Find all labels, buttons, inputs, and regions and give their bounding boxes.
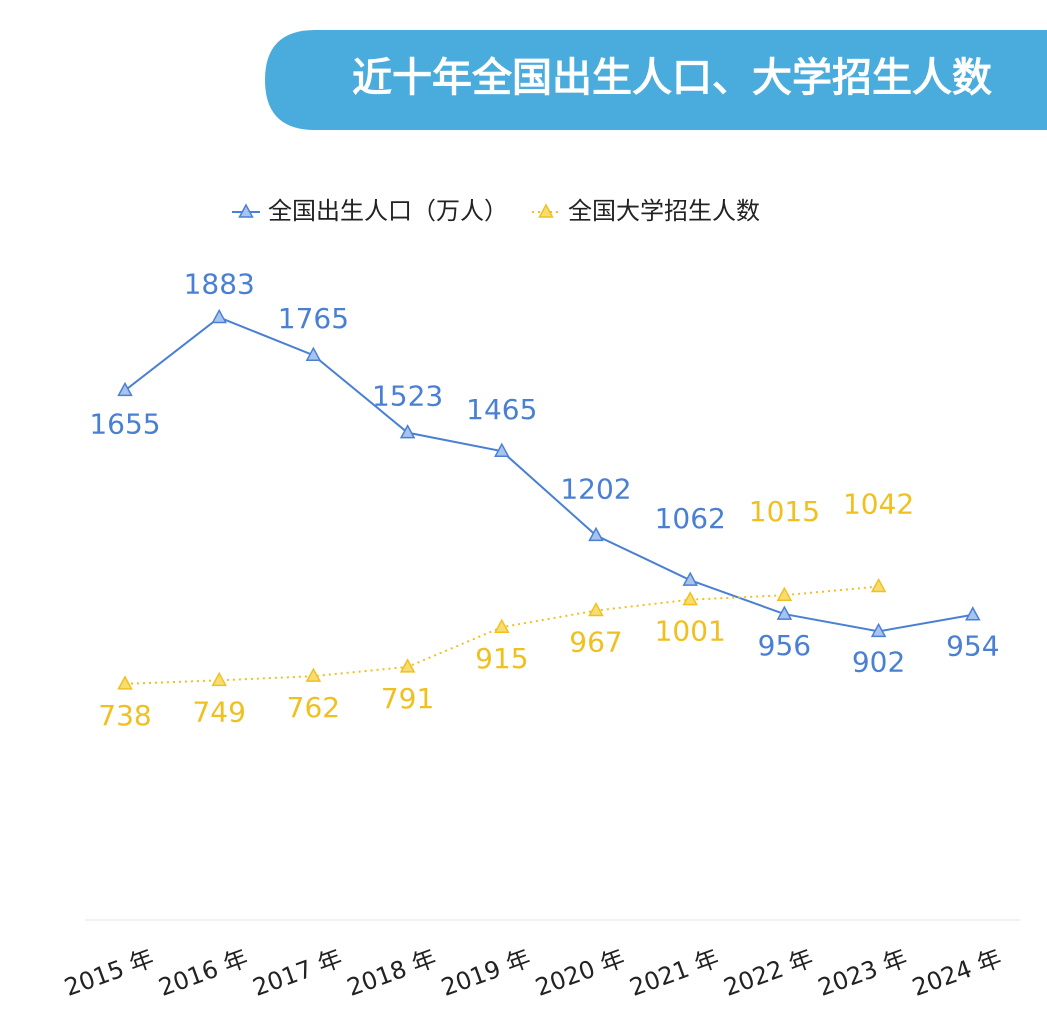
legend-label: 全国出生人口（万人） (268, 197, 508, 225)
data-point (117, 381, 133, 397)
data-label: 1655 (89, 407, 160, 440)
x-tick-label: 2016 年 (155, 944, 252, 1002)
data-label: 902 (852, 645, 905, 678)
data-label: 1015 (749, 495, 820, 528)
data-label: 738 (98, 699, 151, 732)
data-point (682, 591, 698, 606)
data-point (588, 526, 604, 542)
data-point (305, 667, 322, 682)
data-point (870, 577, 887, 593)
data-label: 1001 (655, 615, 726, 648)
data-point (776, 605, 793, 620)
data-point (494, 618, 510, 633)
x-tick-label: 2023 年 (814, 944, 911, 1002)
data-label: 1883 (184, 267, 255, 300)
data-point (117, 675, 133, 690)
data-label: 1465 (466, 393, 537, 426)
data-point (494, 442, 510, 457)
data-point (211, 671, 227, 687)
series-line (124, 316, 973, 633)
chart-title: 近十年全国出生人口、大学招生人数 (352, 55, 992, 101)
x-tick-label: 2020 年 (532, 944, 629, 1002)
data-label: 956 (758, 629, 811, 662)
data-label: 1523 (372, 380, 443, 413)
data-label: 791 (381, 682, 434, 715)
x-tick-label: 2017 年 (249, 944, 346, 1002)
data-label: 749 (192, 695, 245, 728)
data-label: 1765 (278, 302, 349, 335)
x-tick-label: 2021 年 (626, 944, 723, 1002)
data-point (682, 571, 698, 586)
title-banner (265, 30, 1047, 130)
data-label: 1202 (560, 472, 631, 505)
legend-marker (538, 203, 554, 218)
x-tick-label: 2024 年 (909, 944, 1006, 1002)
legend-label: 全国大学招生人数 (568, 197, 760, 225)
x-tick-label: 2019 年 (438, 944, 535, 1002)
data-point (965, 606, 981, 621)
x-tick-label: 2018 年 (343, 944, 440, 1002)
data-point (399, 658, 416, 673)
data-point (399, 424, 416, 439)
data-label: 1062 (655, 502, 726, 535)
data-point (305, 346, 322, 361)
legend-marker (238, 203, 254, 218)
data-label: 762 (287, 691, 340, 724)
data-point (588, 601, 604, 617)
x-tick-label: 2015 年 (61, 944, 158, 1002)
data-point (211, 308, 227, 324)
data-point (776, 586, 793, 601)
x-tick-label: 2022 年 (720, 944, 817, 1002)
data-point (870, 622, 887, 638)
data-label: 954 (946, 630, 999, 663)
data-label: 967 (569, 626, 622, 659)
data-label: 1042 (843, 488, 914, 521)
data-label: 915 (475, 642, 528, 675)
